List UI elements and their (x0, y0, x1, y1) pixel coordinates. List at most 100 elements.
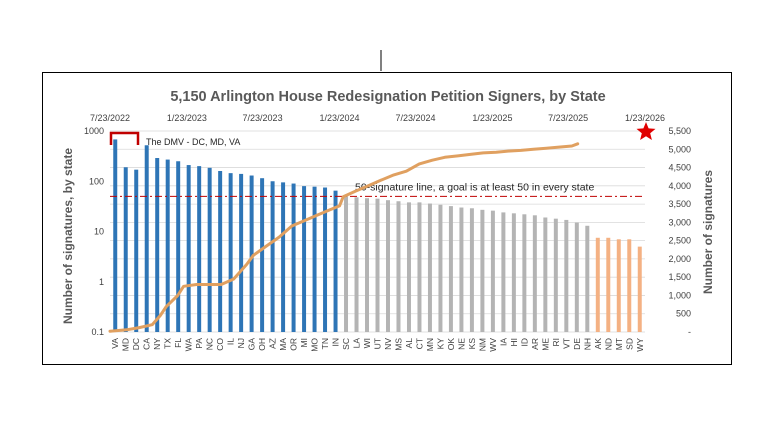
y-tick-label: 1 (99, 277, 104, 287)
y-axis-label: Number of signatures, by state (61, 148, 75, 324)
bar-mi (302, 186, 307, 332)
y2-tick-label: - (688, 327, 691, 337)
category-label: IN (331, 338, 341, 347)
bar-al (406, 202, 411, 332)
bar-hi (511, 213, 516, 332)
y2-tick-label: 5,000 (668, 144, 691, 154)
category-label: SC (341, 338, 351, 350)
category-label: RI (551, 338, 561, 347)
category-label: ID (519, 338, 529, 347)
bar-dc (134, 169, 139, 332)
category-label: KS (467, 338, 477, 350)
cumulative-signatures-line (108, 142, 580, 333)
category-label: ME (540, 338, 550, 351)
category-label: NJ (236, 338, 246, 348)
bar-me (543, 217, 548, 332)
category-label: OK (446, 338, 456, 351)
bar-nc (207, 167, 212, 332)
star-icon (636, 122, 656, 140)
bar-wv (490, 210, 495, 332)
y-tick-label: 0.1 (91, 327, 104, 337)
bar-in (333, 190, 338, 332)
y2-tick-label: 4,000 (668, 181, 691, 191)
category-label: CT (414, 338, 424, 349)
goal-line-group: 50-signature line, a goal is at least 50… (110, 181, 645, 197)
bar-ny (155, 158, 160, 332)
y2-tick-label: 1,000 (668, 290, 691, 300)
category-label: NC (205, 338, 215, 350)
category-label: IA (498, 338, 508, 346)
bar-mt (616, 239, 621, 332)
category-label: TX (163, 338, 173, 349)
bar-wi (365, 198, 370, 332)
category-labels: VA MD DC CA NY TX FL WA PA NC CO IL NJ GA OH AZ MA OR MI MO… (110, 338, 645, 352)
bar-il (228, 173, 233, 332)
date-tick-label: 7/23/2025 (548, 113, 588, 123)
bar-mn (427, 203, 432, 332)
y2-tick-label: 4,500 (668, 163, 691, 173)
bar-la (354, 197, 359, 332)
y-axis-ticks: 0.1 1 10 100 1000 (84, 126, 104, 337)
bar-nv (385, 200, 390, 332)
date-tick-label: 1/23/2026 (625, 113, 665, 123)
bar-ky (438, 204, 443, 332)
y2-tick-label: 1,500 (668, 272, 691, 282)
bar-de (574, 222, 579, 332)
bar-nh (585, 225, 590, 332)
category-label: CA (142, 338, 152, 350)
y-tick-label: 1000 (84, 126, 104, 136)
bar-tn (323, 187, 328, 332)
bars (113, 139, 642, 332)
category-label: AK (593, 338, 603, 350)
date-tick-label: 1/23/2023 (167, 113, 207, 123)
category-label: OR (289, 338, 299, 351)
category-label: UT (373, 338, 383, 349)
category-label: KY (435, 338, 445, 350)
category-label: MN (425, 338, 435, 351)
bar-ia (501, 212, 506, 332)
bar-wy (637, 246, 642, 332)
y2-tick-label: 2,000 (668, 254, 691, 264)
cumulative-line-group (108, 142, 580, 333)
category-label: CO (215, 338, 225, 351)
y2-tick-label: 2,500 (668, 236, 691, 246)
y2-tick-label: 5,500 (668, 126, 691, 136)
category-label: TN (320, 338, 330, 349)
y2-tick-label: 3,000 (668, 217, 691, 227)
category-label: NM (477, 338, 487, 351)
category-label: PA (194, 338, 204, 349)
category-label: VA (110, 338, 120, 349)
date-tick-label: 7/23/2024 (396, 113, 436, 123)
date-tick-label: 1/23/2024 (319, 113, 359, 123)
category-label: VT (561, 338, 571, 349)
bar-mo (312, 186, 317, 332)
bar-ak (595, 237, 600, 332)
bar-ms (396, 201, 401, 332)
bar-or (291, 183, 296, 332)
category-label: WI (362, 338, 372, 348)
bar-sd (627, 239, 632, 332)
dmv-bracket (109, 131, 140, 145)
bar-tx (165, 159, 170, 332)
bar-nd (606, 237, 611, 332)
bar-ca (144, 145, 149, 332)
category-label: ND (603, 338, 613, 350)
category-label: MD (121, 338, 131, 351)
bar-ma (281, 182, 286, 332)
category-label: WY (635, 338, 645, 352)
category-label: MS (393, 338, 403, 351)
date-tick-label: 7/23/2023 (243, 113, 283, 123)
category-label: MT (614, 338, 624, 350)
bar-az (270, 181, 275, 332)
bar-vt (564, 219, 569, 332)
goal-line-label: 50-signature line, a goal is at least 50… (355, 181, 594, 193)
bar-ar (532, 215, 537, 332)
category-label: AR (530, 338, 540, 350)
category-label: WA (184, 338, 194, 352)
bar-ut (375, 198, 380, 332)
category-label: FL (173, 338, 183, 348)
bar-oh (260, 178, 265, 332)
y-tick-label: 100 (89, 176, 104, 186)
category-label: AZ (268, 338, 278, 349)
